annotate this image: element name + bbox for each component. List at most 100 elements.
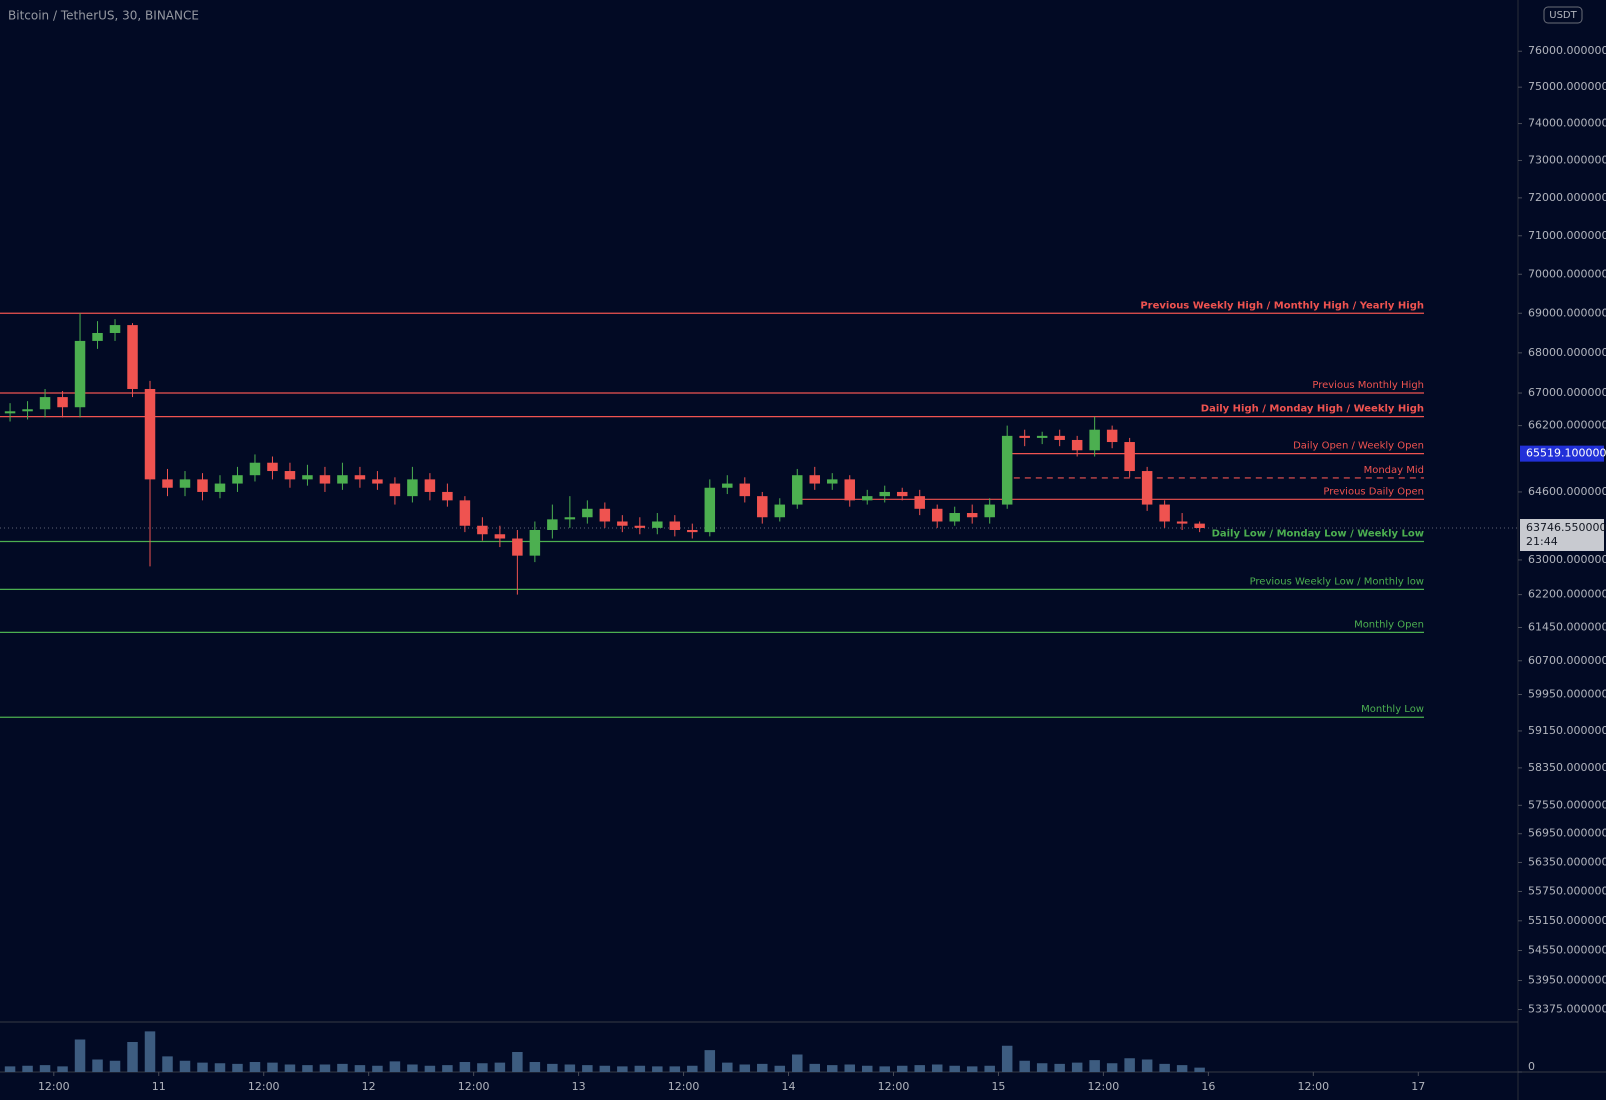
candle-body [477,525,488,535]
volume-bar [1176,1065,1188,1072]
candle-body [232,475,243,484]
volume-bar [214,1063,226,1072]
currency-label: USDT [1549,10,1577,21]
candle-body [1001,435,1013,505]
level-label: Previous Weekly High / Monthly High / Ye… [1140,300,1424,311]
x-tick-label: 12:00 [458,1080,490,1093]
candle-body [1159,504,1170,522]
candle-body [931,508,943,522]
y-tick-label: 71000.000000 [1528,229,1606,242]
volume-bar [1106,1063,1118,1072]
candle-body [896,491,908,497]
y-tick-label: 58350.000000 [1528,761,1606,774]
candle-body [302,475,313,480]
volume-bar [722,1062,733,1072]
volume-bar [109,1060,121,1072]
volume-bar [232,1063,243,1072]
level-label: Previous Monthly High [1312,380,1424,391]
volume-bar [1194,1067,1205,1072]
candle-body [144,388,156,480]
volume-bar [1036,1063,1048,1072]
volume-bar [127,1042,138,1072]
volume-tick-label: 0 [1528,1060,1535,1073]
candle-body [669,521,681,530]
level-label: Daily Open / Weekly Open [1293,441,1424,452]
volume-bar [4,1066,16,1072]
candle-body [39,397,51,410]
candle-body [1106,429,1118,443]
candle-body [1036,435,1048,438]
candle-body [617,521,628,526]
volume-bar [442,1065,453,1072]
candle-body [966,513,978,518]
volume-bar [704,1050,716,1072]
x-tick-label: 11 [152,1080,166,1093]
volume-bar [792,1054,803,1072]
x-tick-label: 17 [1411,1080,1425,1093]
volume-bar [739,1064,751,1072]
last-price-label: 63746.550000 [1526,521,1606,534]
y-tick-label: 54550.000000 [1528,943,1606,956]
candle-body [179,479,191,488]
volume-bar [949,1065,960,1072]
x-tick-label: 12:00 [38,1080,70,1093]
volume-bar [844,1064,855,1072]
candle-body [879,491,890,497]
candle-body [704,487,716,533]
volume-bar [1124,1058,1135,1072]
volume-bar [92,1059,103,1072]
candle-body [582,508,593,518]
level-label: Daily Low / Monday Low / Weekly Low [1212,529,1424,540]
volume-bar [337,1063,348,1072]
volume-bar [57,1066,68,1072]
candle-body [424,479,436,492]
volume-bar [966,1066,978,1072]
countdown-label: 21:44 [1526,535,1558,548]
candle-body [634,525,646,528]
volume-bar [494,1062,506,1072]
volume-bar [599,1065,611,1072]
volume-bar [879,1066,890,1072]
volume-bar [22,1065,33,1072]
volume-bar [389,1061,401,1072]
candle-body [722,483,733,488]
candle-body [4,411,16,414]
volume-bar [249,1062,261,1072]
x-tick-label: 12:00 [1088,1080,1120,1093]
volume-bar [459,1062,471,1072]
candle-body [809,475,821,484]
candle-body [197,479,208,492]
candle-body [1176,521,1188,524]
y-tick-label: 72000.000000 [1528,191,1606,204]
candle-body [512,538,523,556]
y-tick-label: 74000.000000 [1528,117,1606,130]
volume-bar [984,1065,995,1072]
volume-bar [564,1064,576,1072]
candle-body [861,496,873,501]
candle-body [652,521,663,528]
candle-body [792,475,803,505]
x-tick-label: 12:00 [878,1080,910,1093]
volume-bar [354,1065,366,1072]
candle-body [1071,439,1083,451]
currency-badge [1543,6,1583,24]
volume-bar [162,1056,173,1072]
y-tick-label: 55750.000000 [1528,884,1606,897]
candle-body [284,471,296,480]
candle-body [844,479,855,501]
candle-body [337,475,348,484]
x-tick-label: 13 [572,1080,586,1093]
volume-bar [319,1064,331,1072]
volume-bar [931,1064,943,1072]
volume-bar [529,1062,541,1072]
candle-body [407,479,418,497]
y-tick-label: 67000.000000 [1528,386,1606,399]
level-price-box [1520,445,1604,462]
y-tick-label: 56950.000000 [1528,827,1606,840]
volume-bar [669,1066,681,1072]
volume-bar [547,1063,558,1072]
candle-body [564,517,576,520]
volume-bar [372,1065,383,1072]
